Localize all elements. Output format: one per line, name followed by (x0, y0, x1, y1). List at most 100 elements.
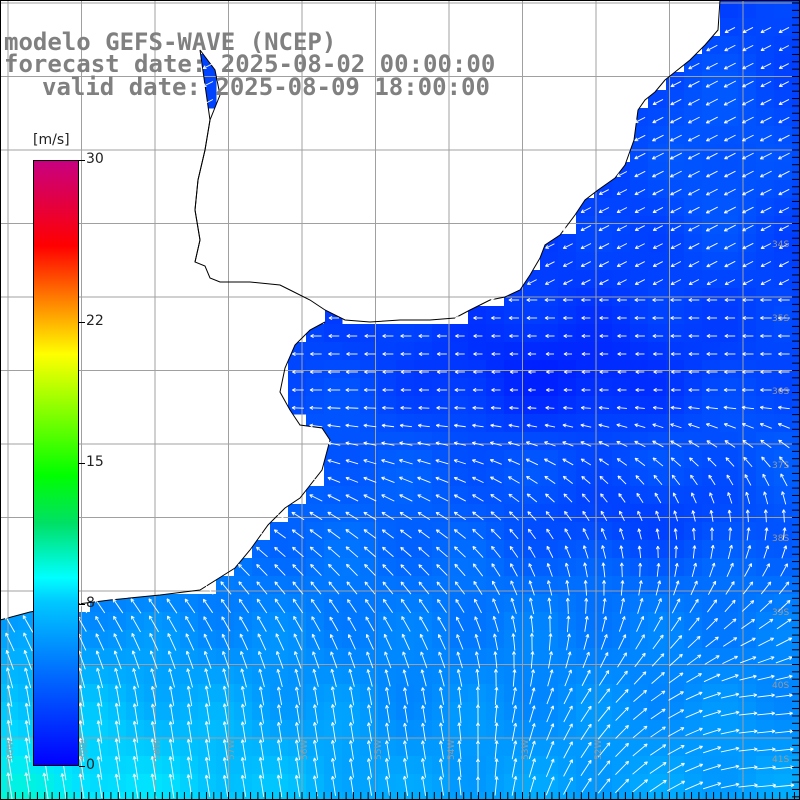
wind-arrow-head (435, 441, 440, 444)
wind-arrow (546, 388, 554, 392)
wind-arrow-shaft (580, 207, 592, 213)
wind-arrow (255, 529, 269, 539)
wind-arrow-head (760, 298, 764, 301)
wind-arrow (399, 441, 413, 446)
wind-arrow-head (490, 494, 493, 498)
wind-arrow (760, 388, 772, 392)
wind-arrow (508, 316, 519, 320)
wind-cell (234, 612, 253, 631)
wind-arrow (400, 352, 412, 356)
wind-arrow (723, 62, 736, 70)
wind-arrow-shaft (760, 170, 772, 178)
wind-arrow (310, 581, 322, 595)
wind-arrow-head (581, 298, 585, 301)
wind-arrow (583, 562, 588, 578)
wind-cell (756, 684, 775, 703)
wind-arrow (327, 405, 341, 410)
wind-arrow-head (670, 388, 675, 391)
wind-arrow-shaft (510, 580, 518, 596)
wind-cell (360, 450, 379, 469)
wind-arrow-head (400, 581, 405, 584)
wind-cell (702, 180, 721, 199)
wind-cell (720, 792, 739, 800)
wind-arrow-head (600, 510, 605, 514)
wind-arrow-head (675, 545, 679, 550)
wind-arrow-head (309, 423, 314, 426)
wind-arrow-head (436, 529, 440, 531)
wind-cell (432, 486, 451, 505)
wind-cell (792, 630, 800, 649)
wind-arrow (491, 545, 501, 558)
wind-arrow (345, 546, 359, 558)
wind-arrow-head (491, 316, 495, 319)
wind-arrow (652, 279, 664, 285)
wind-arrow-head (436, 334, 441, 337)
wind-arrow-head (436, 371, 441, 374)
wind-arrow-head (580, 423, 585, 426)
wind-arrow-head (601, 528, 605, 531)
wind-arrow-head (417, 529, 421, 534)
wind-cell (720, 180, 739, 199)
wind-arrow-head (454, 546, 457, 551)
wind-arrow-shaft (327, 511, 341, 521)
wind-cell (630, 216, 649, 235)
wind-arrow-head (723, 423, 727, 427)
wind-arrow-shaft (688, 98, 700, 106)
wind-arrow-head (345, 424, 349, 428)
wind-cell (522, 774, 541, 793)
wind-arrow (705, 423, 718, 429)
wind-cell (378, 630, 397, 649)
wind-arrow-shaft (599, 475, 609, 485)
wind-arrow-head (723, 389, 728, 392)
wind-arrow-head (346, 581, 351, 584)
wind-arrow-head (617, 335, 621, 338)
wind-cell (522, 468, 541, 487)
wind-cell (468, 468, 487, 487)
wind-arrow (706, 440, 718, 448)
wind-cell (306, 486, 325, 505)
wind-cell (504, 432, 523, 451)
wind-arrow-head (274, 564, 277, 569)
wind-arrow-head (382, 334, 386, 337)
wind-arrow-shaft (760, 423, 772, 429)
wind-arrow-head (546, 528, 550, 532)
wind-arrow (654, 492, 662, 504)
wind-cell (594, 324, 613, 343)
wind-cell (324, 342, 343, 361)
wind-arrow-shaft (764, 527, 768, 541)
wind-arrow (778, 439, 790, 449)
wind-arrow (580, 207, 592, 213)
wind-cell (702, 360, 721, 379)
wind-cell (702, 648, 721, 667)
wind-cell (774, 576, 793, 595)
wind-arrow-head (760, 83, 764, 87)
wind-arrow-shaft (598, 407, 610, 409)
wind-cell (702, 144, 721, 163)
land-mask (0, 0, 720, 620)
wind-arrow-head (616, 441, 620, 445)
wind-arrow-head (652, 407, 657, 410)
wind-cell (594, 756, 613, 775)
wind-cell (522, 756, 541, 775)
wind-arrow (545, 352, 555, 356)
wind-arrow-head (546, 388, 550, 391)
wind-arrow (617, 388, 627, 392)
wind-cell (720, 666, 739, 685)
wind-arrow-shaft (525, 458, 539, 466)
wind-cell (720, 756, 739, 775)
wind-arrow (544, 316, 555, 320)
wind-arrow-head (760, 316, 764, 319)
wind-arrow (616, 405, 627, 410)
wind-arrow (509, 352, 519, 356)
wind-cell (774, 684, 793, 703)
wind-arrow-head (760, 352, 764, 355)
wind-arrow-head (509, 529, 512, 533)
wind-arrow-head (563, 370, 568, 373)
wind-cell (486, 306, 505, 325)
wind-cell (684, 324, 703, 343)
wind-arrow (706, 134, 718, 142)
wind-cell (576, 630, 595, 649)
wind-arrow-shaft (634, 207, 646, 213)
wind-cell (432, 450, 451, 469)
wind-cell (630, 666, 649, 685)
